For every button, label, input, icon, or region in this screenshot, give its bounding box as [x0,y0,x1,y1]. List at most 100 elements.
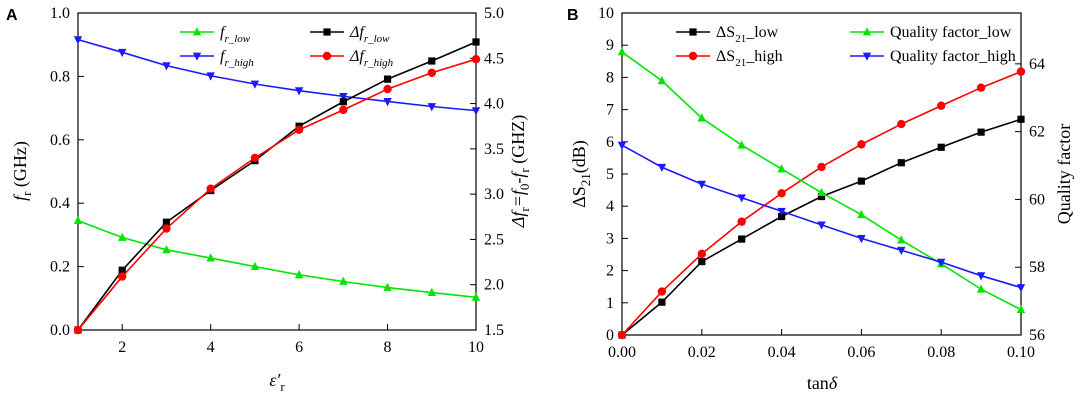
plot-frame [77,12,477,331]
x-tick-label: 0.10 [1007,344,1035,361]
series-delta-f-r-high [73,54,481,335]
data-point [1016,284,1026,293]
data-point [737,217,746,226]
data-point [857,235,866,244]
legend-marker [323,28,331,36]
data-point [817,221,826,230]
y-left-tick-label: 0.4 [50,195,70,212]
legend-label: Δfr_high [349,48,394,69]
x-tick-label: 0.02 [688,344,716,361]
data-point [737,194,746,203]
legend-label-main: Quality factor_high [890,48,1016,65]
series-quality-factor-low [617,47,1026,313]
y-left-title-main: ΔS [569,186,589,208]
data-point [976,284,986,293]
legend-label-main: Δf [349,48,366,65]
y-right-title-sub3: r [517,168,532,173]
series-line [621,51,1022,311]
series-f-r-low [73,215,481,301]
data-point [937,101,946,110]
x-axis-title-sub: r [280,379,285,394]
y-left-tick-label: 9 [606,37,614,54]
data-point [737,140,746,149]
data-point [383,98,392,107]
y-right-title-minus: -f [508,170,528,184]
legend-entry: Quality factor_high [850,48,1016,65]
y-left-tick-label: 5 [606,166,614,183]
y-left-title-sub: 21 [578,173,593,186]
y-right-tick-label: 4.0 [484,96,504,113]
panel-b-chart: B0.00 0.02 0.04 0.06 0.08 0.10012345678910565… [567,5,1074,393]
series-line [77,58,477,331]
data-point [778,212,786,221]
series-line [77,38,477,112]
y-left-tick-label: 4 [606,198,614,215]
legend-label-main: f [220,24,227,41]
legend-label-tail: _high [745,48,782,65]
x-axis-title-greek: δ [829,373,838,393]
series-delta-f-r-low [74,38,480,334]
series-line [77,219,477,299]
legend-label-sub: r_low [224,33,250,45]
series--s21-high [617,67,1026,340]
y-right-title-sub2: 0 [517,184,532,191]
y-right-axis-title: Quality factor [1054,124,1074,224]
data-point [698,257,706,266]
data-point [977,128,985,136]
y-left-tick-label: 0.8 [50,68,70,85]
legend-marker [192,27,202,36]
data-point [294,270,304,279]
data-point [697,180,706,189]
data-point [1017,115,1025,123]
data-point [617,47,627,56]
y-left-tick-label: 1 [606,295,614,312]
legend-label: fr_high [220,48,254,69]
data-point [339,98,347,106]
data-point [162,218,171,226]
data-point [73,325,83,335]
panel-a-chart: A 2 4 6 8 10 0.0 0.2 0.4 0.6 0.8 1.0 1.5 2.0 2.5 3.0 3.5… [6,5,532,394]
data-point [817,187,826,197]
legend-marker [192,52,202,61]
data-point [206,72,215,81]
y-right-tick-label: 5.0 [484,5,504,22]
data-point [976,272,986,281]
legend-entry: Δfr_high [310,48,394,69]
x-axis-title: ε′r [269,370,285,394]
data-point [250,261,260,270]
data-point [657,75,667,85]
x-tick-label: 0.06 [847,344,875,361]
data-point [857,140,866,149]
y-left-tick-label: 7 [606,102,614,119]
data-point [162,62,171,71]
legend-marker [322,51,332,61]
legend-label-main: ΔS [716,48,735,65]
legend-label-main: Δf [349,24,366,41]
legend-entry: fr_low [180,24,251,45]
legend-marker [862,27,872,36]
x-tick-label: 4 [207,339,215,356]
legend-entry: fr_high [180,48,254,69]
data-point [427,287,436,296]
legend-marker [689,28,697,36]
x-tick-label: 6 [295,339,303,356]
legend-label: ΔS21_high [716,48,783,69]
series-line [621,70,1022,336]
data-point [339,276,348,285]
y-left-tick-label: 10 [598,5,614,22]
data-point [657,163,667,173]
x-tick-label: 2 [118,339,126,356]
x-tick-label: 0.04 [768,344,796,361]
x-tick-label: 0.00 [608,344,636,361]
y-right-tick-label: 62 [1029,124,1045,141]
data-point [118,272,127,281]
data-point [73,215,83,225]
legend-label-sub: 21 [735,33,746,45]
series-line [77,41,477,331]
y-left-axis-title: ΔS21(dB) [569,140,593,208]
data-point [777,164,786,173]
legend-entry: Quality factor_low [850,24,1012,41]
x-tick-label: 0.08 [927,344,955,361]
y-left-tick-label: 8 [606,69,614,86]
y-right-title-sub1: r [517,207,532,212]
